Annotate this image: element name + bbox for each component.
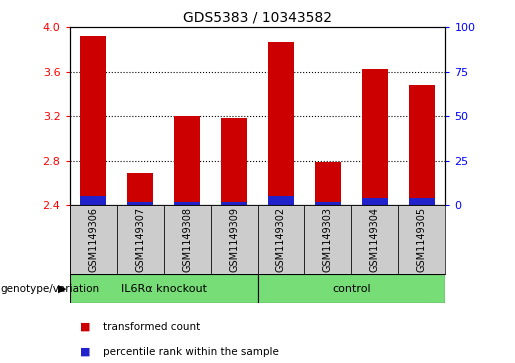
Text: ■: ■ [80, 347, 90, 357]
Text: GSM1149309: GSM1149309 [229, 207, 239, 272]
Bar [211, 205, 258, 274]
Text: GSM1149304: GSM1149304 [370, 207, 380, 272]
Bar [221, 118, 247, 205]
Bar [409, 85, 435, 205]
Bar [315, 201, 341, 205]
Text: ▶: ▶ [58, 284, 67, 294]
Text: IL6Rα knockout: IL6Rα knockout [121, 284, 207, 294]
Bar [80, 36, 106, 205]
Text: GSM1149307: GSM1149307 [135, 207, 145, 272]
Bar [362, 198, 388, 205]
Text: control: control [332, 284, 371, 294]
Bar [352, 205, 399, 274]
Bar [164, 205, 211, 274]
Bar [258, 274, 445, 303]
Bar [258, 205, 304, 274]
Text: GSM1149306: GSM1149306 [88, 207, 98, 272]
Title: GDS5383 / 10343582: GDS5383 / 10343582 [183, 11, 332, 25]
Bar [268, 42, 294, 205]
Bar [80, 196, 106, 205]
Bar [399, 205, 445, 274]
Bar [304, 205, 352, 274]
Text: GSM1149303: GSM1149303 [323, 207, 333, 272]
Text: GSM1149305: GSM1149305 [417, 207, 427, 272]
Bar [127, 173, 153, 205]
Bar [127, 201, 153, 205]
Bar [70, 205, 116, 274]
Bar [70, 274, 258, 303]
Bar [362, 69, 388, 205]
Bar [174, 201, 200, 205]
Bar [116, 205, 164, 274]
Bar [268, 196, 294, 205]
Text: genotype/variation: genotype/variation [0, 284, 99, 294]
Text: transformed count: transformed count [103, 322, 200, 332]
Text: ■: ■ [80, 322, 90, 332]
Bar [315, 162, 341, 205]
Bar [221, 201, 247, 205]
Text: GSM1149302: GSM1149302 [276, 207, 286, 272]
Bar [174, 116, 200, 205]
Text: percentile rank within the sample: percentile rank within the sample [103, 347, 279, 357]
Bar [409, 198, 435, 205]
Text: GSM1149308: GSM1149308 [182, 207, 192, 272]
